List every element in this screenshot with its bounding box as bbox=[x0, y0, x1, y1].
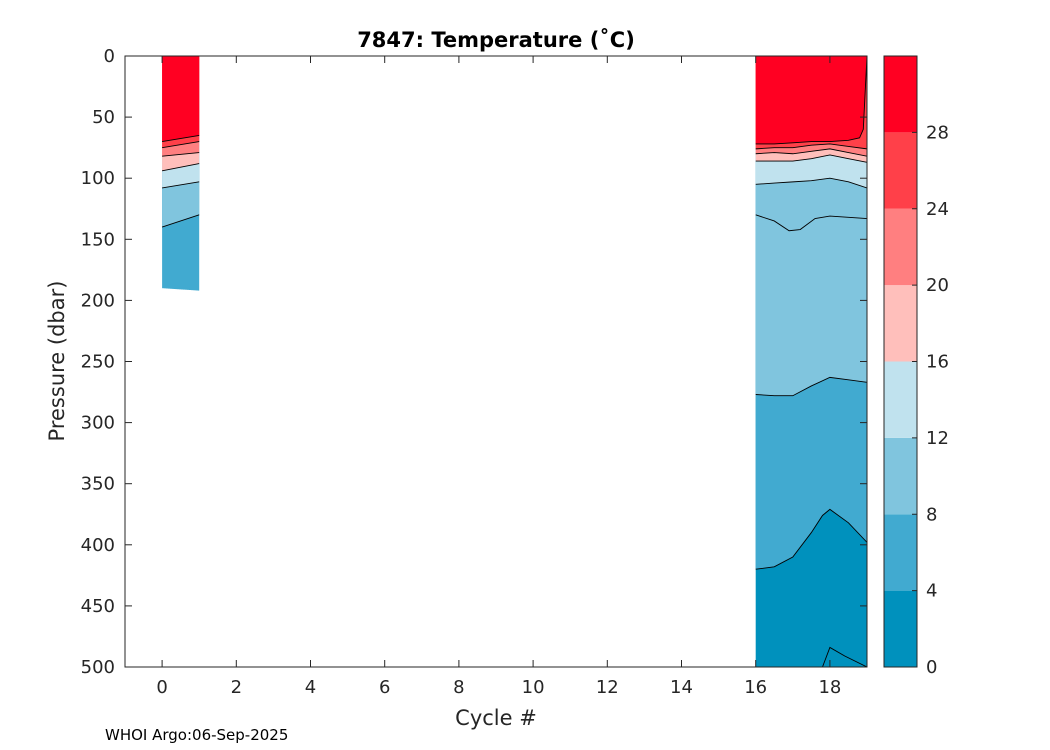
contour-band bbox=[755, 56, 867, 144]
y-tick-label: 50 bbox=[92, 107, 115, 128]
y-tick-label: 100 bbox=[81, 168, 115, 189]
isotherm-4 bbox=[822, 646, 867, 667]
isotherm-lines bbox=[161, 56, 867, 667]
x-tick-label: 16 bbox=[744, 677, 767, 698]
isotherm-28 bbox=[755, 56, 867, 145]
y-tick-label: 150 bbox=[81, 229, 115, 250]
colorbar-band bbox=[884, 361, 917, 438]
isotherm-4 bbox=[755, 508, 867, 570]
y-tick-label: 200 bbox=[81, 290, 115, 311]
isotherm-12 bbox=[755, 177, 867, 189]
y-tick-label: 350 bbox=[81, 474, 115, 495]
x-tick-label: 10 bbox=[522, 677, 545, 698]
isotherm-8 bbox=[755, 376, 867, 397]
isotherm-20 bbox=[162, 152, 200, 157]
isotherm-8 bbox=[755, 214, 867, 232]
x-axis: 0 2 4 6 8 10 12 14 16 18 bbox=[156, 56, 841, 698]
isotherm-12 bbox=[162, 181, 200, 189]
x-tick-label: 6 bbox=[379, 677, 390, 698]
colorbar-tick-label: 0 bbox=[926, 657, 937, 678]
colorbar-band bbox=[884, 590, 917, 667]
x-tick-label: 0 bbox=[156, 677, 167, 698]
colorbar-tick-label: 8 bbox=[926, 504, 937, 525]
isotherm-16 bbox=[162, 163, 200, 172]
y-tick-label: 400 bbox=[81, 535, 115, 556]
y-tick-label: 450 bbox=[81, 596, 115, 617]
x-axis-label: Cycle # bbox=[455, 706, 537, 730]
x-tick-label: 4 bbox=[305, 677, 316, 698]
footer-credit: WHOI Argo:06-Sep-2025 bbox=[105, 726, 288, 744]
y-tick-label: 300 bbox=[81, 413, 115, 434]
colorbar-tick-label: 28 bbox=[926, 122, 949, 143]
chart-title: 7847: Temperature (˚C) bbox=[357, 28, 635, 52]
colorbar-band bbox=[884, 285, 917, 362]
colorbar-band bbox=[884, 56, 917, 133]
colorbar-band bbox=[884, 514, 917, 591]
contour-band bbox=[822, 647, 867, 667]
y-tick-label: 0 bbox=[104, 46, 115, 67]
isotherm-28 bbox=[162, 134, 200, 142]
colorbar-tick-label: 24 bbox=[926, 199, 949, 220]
isotherm-20 bbox=[755, 148, 867, 157]
y-tick-label: 250 bbox=[81, 352, 115, 373]
contour-fills bbox=[162, 56, 867, 667]
colorbar-tick-label: 16 bbox=[926, 352, 949, 373]
isotherm-24 bbox=[162, 141, 200, 149]
y-tick-label: 500 bbox=[81, 657, 115, 678]
y-axis-label: Pressure (dbar) bbox=[45, 281, 69, 442]
colorbar-band bbox=[884, 437, 917, 515]
colorbar-tick-label: 12 bbox=[926, 428, 949, 449]
x-tick-label: 2 bbox=[231, 677, 242, 698]
isotherm-24 bbox=[755, 143, 867, 150]
colorbar-band bbox=[884, 208, 917, 286]
isotherm-16 bbox=[755, 154, 867, 163]
isotherm-8 bbox=[161, 214, 200, 228]
x-tick-label: 18 bbox=[818, 677, 841, 698]
colorbar-band bbox=[884, 132, 917, 209]
x-tick-label: 14 bbox=[670, 677, 693, 698]
contour-band bbox=[162, 56, 200, 142]
colorbar: 0 4 8 12 16 20 24 28 bbox=[883, 55, 949, 678]
y-axis: 0 50 100 150 200 250 300 350 400 450 500 bbox=[81, 46, 867, 678]
colorbar-tick-label: 20 bbox=[926, 275, 949, 296]
x-tick-label: 8 bbox=[453, 677, 464, 698]
x-tick-label: 12 bbox=[596, 677, 619, 698]
colorbar-tick-label: 4 bbox=[926, 581, 937, 602]
